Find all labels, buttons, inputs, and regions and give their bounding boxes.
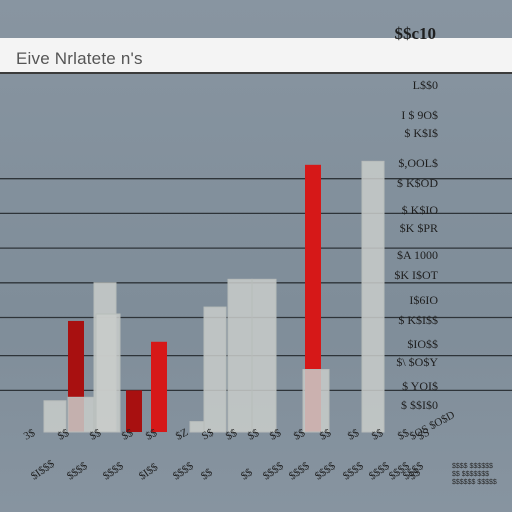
y-tick-label: $K $PR — [400, 221, 438, 235]
x-tick-label: $$$$ — [65, 460, 90, 483]
y-tick-label: $ K$OD — [397, 176, 438, 190]
y-tick-label: $A 1000 — [397, 248, 438, 262]
y-tick-label: $ K$I$ — [404, 126, 438, 140]
bar-b13 — [302, 369, 330, 433]
x-tick-label: 3$ — [22, 427, 38, 443]
y-tick-label: $\ $O$Y — [396, 355, 438, 369]
y-tick-label: $K I$OT — [394, 268, 438, 282]
legend-line: $$$$ $$$$$$ — [452, 463, 493, 470]
bar-b7 — [151, 341, 167, 432]
x-tick-label: $$ — [346, 427, 362, 443]
bar-b9 — [203, 306, 227, 433]
x-tick-label: $Z — [174, 426, 191, 442]
legend: $$$$ $$$$$$ $$ $$$$$$$ $$$$$$ $$$$$ — [452, 463, 504, 487]
x-tick-label: $$$$ — [287, 460, 312, 483]
y-tick-label: $ K$I$$ — [398, 313, 438, 327]
x-tick-label: $$ — [239, 466, 255, 482]
x-tick-label: $$ — [199, 466, 215, 482]
bar-b12 — [305, 164, 321, 432]
bar-b14 — [361, 160, 385, 433]
y-tick-label: $,OOL$ — [398, 156, 438, 170]
y-tick-label: $ K$IO — [402, 203, 439, 217]
x-tick-label: $I$$$ — [29, 458, 57, 483]
bar-b3 — [67, 396, 95, 433]
bar-b6 — [126, 390, 142, 432]
legend-line: $$$$$$ $$$$$ — [452, 479, 497, 486]
x-tick-label: $S — [416, 427, 432, 443]
top-right-label: $$c10 — [394, 24, 436, 43]
y-tick-label: $ $$I$0 — [401, 398, 438, 412]
x-tick-label: $$$$ — [341, 460, 366, 483]
y-tick-label: I $ 9O$ — [401, 108, 438, 122]
x-tick-label: $$$$ — [261, 460, 286, 483]
chart-title: Eive Nrlatete n's — [16, 49, 143, 68]
bar-b10 — [227, 278, 253, 433]
x-tick-label: $$$$ — [101, 460, 126, 483]
bars — [43, 160, 385, 433]
title-bar: Eive Nrlatete n's — [0, 38, 512, 74]
bar-b5 — [95, 313, 121, 433]
y-tick-label: $ YOI$ — [402, 379, 438, 393]
x-tick-label: $OS $O$D — [408, 409, 457, 443]
x-tick-label: $$$$ — [171, 460, 196, 483]
bar-b1 — [43, 400, 67, 433]
y-tick-labels: L$$0 I $ 9O$ $ K$I$ $,OOL$ $ K$OD $ K$IO $K $P… — [394, 78, 438, 412]
bar-b11 — [251, 278, 277, 433]
legend-line: $$ $$$$$$$ — [452, 471, 489, 478]
x-tick-label: S$ — [200, 426, 216, 442]
x-tick-label: $$$$ — [313, 460, 338, 483]
y-tick-label: L$$0 — [413, 78, 438, 92]
x-tick-label: $I$$ — [137, 461, 161, 483]
y-tick-label: I$6IO — [409, 293, 438, 307]
y-tick-label: $IO$$ — [407, 337, 438, 351]
